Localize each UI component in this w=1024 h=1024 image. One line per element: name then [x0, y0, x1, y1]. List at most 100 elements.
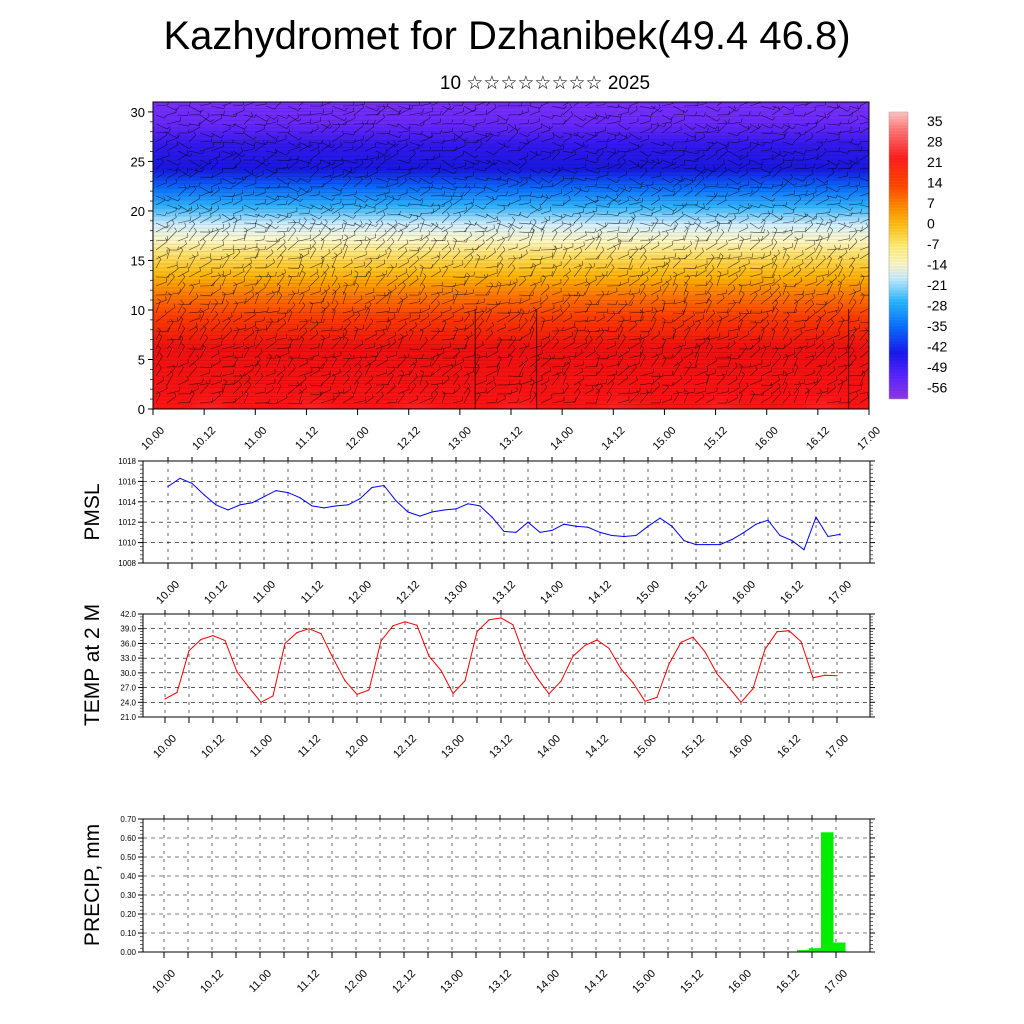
- wind-barb: [331, 310, 336, 323]
- wind-barb-flag: [586, 281, 590, 285]
- wind-barb-flag: [766, 311, 769, 316]
- wind-barb: [705, 168, 715, 173]
- wind-barb: [221, 195, 234, 198]
- wind-barb: [716, 311, 728, 314]
- wind-barb-flag: [383, 259, 386, 264]
- wind-barb-flag: [286, 212, 289, 217]
- wind-barb: [705, 123, 716, 130]
- wind-barb: [441, 322, 447, 332]
- wind-barb-flag: [672, 327, 677, 330]
- wind-barb-flag: [277, 283, 281, 287]
- wind-barb: [188, 287, 195, 296]
- wind-barb: [584, 213, 595, 224]
- wind-barb: [188, 150, 203, 155]
- wind-barb: [507, 222, 521, 229]
- wind-barb-flag: [805, 181, 807, 186]
- wind-barb: [628, 391, 640, 395]
- wind-barb: [771, 204, 786, 207]
- wind-barb-flag: [601, 148, 605, 153]
- wind-barb-flag: [271, 290, 275, 295]
- wind-barb-flag: [405, 292, 408, 297]
- wind-barb: [408, 132, 422, 135]
- wind-barb: [452, 240, 467, 243]
- wind-barb-flag: [344, 107, 348, 112]
- wind-barb-flag: [549, 366, 552, 371]
- wind-barb: [683, 346, 696, 350]
- wind-barb: [188, 231, 197, 242]
- wind-barb: [551, 330, 560, 341]
- wind-barb: [430, 141, 444, 144]
- wind-barb: [166, 373, 174, 386]
- wind-barb: [650, 265, 665, 269]
- pmsl-data-point: [767, 519, 769, 521]
- wind-barb-flag: [594, 228, 597, 233]
- wind-barb: [716, 141, 727, 147]
- contour-line: [153, 307, 869, 309]
- wind-barb-flag: [721, 228, 725, 233]
- wind-barb: [243, 289, 254, 296]
- contour-line: [153, 139, 869, 141]
- wind-barb-flag: [658, 195, 660, 200]
- wind-barb: [331, 227, 343, 233]
- wind-barb-flag: [673, 207, 677, 212]
- wind-barb-flag: [220, 138, 223, 143]
- wind-barb-flag: [242, 102, 244, 106]
- wind-barb: [617, 123, 628, 130]
- wind-barb-flag: [195, 325, 199, 330]
- wind-barb: [188, 171, 198, 179]
- wind-barb: [529, 328, 535, 341]
- wind-barb-flag: [691, 178, 694, 183]
- wind-barb-flag: [813, 247, 816, 252]
- wind-barb: [320, 123, 330, 129]
- wind-barb-flag: [255, 326, 259, 330]
- pmsl-data-point: [215, 504, 217, 506]
- wind-barb-flag: [683, 150, 685, 155]
- wind-barb: [199, 210, 212, 215]
- wind-barb: [243, 348, 249, 359]
- wind-barb: [529, 249, 540, 251]
- wind-barb-flag: [455, 373, 459, 377]
- wind-barb: [210, 391, 223, 395]
- wind-barb-flag: [187, 376, 189, 381]
- wind-barb-flag: [344, 234, 348, 238]
- wind-barb: [276, 150, 287, 156]
- wind-barb: [375, 310, 390, 314]
- wind-barb: [771, 150, 785, 158]
- wind-barb-flag: [749, 205, 753, 210]
- wind-barb: [298, 372, 313, 377]
- wind-barb-flag: [493, 376, 495, 381]
- wind-barb: [815, 198, 829, 206]
- wind-barb-flag: [852, 256, 855, 261]
- wind-barb-flag: [784, 229, 787, 234]
- wind-barb-flag: [199, 110, 202, 115]
- y-tick-label: 5: [138, 352, 145, 367]
- wind-barb: [221, 320, 231, 332]
- wind-barb: [573, 294, 581, 305]
- wind-barb-flag: [255, 291, 259, 295]
- wind-barb: [683, 132, 694, 138]
- wind-barb-flag: [373, 294, 375, 299]
- pmsl-data-point: [371, 486, 373, 489]
- wind-barb: [309, 354, 319, 359]
- wind-barb-flag: [640, 143, 644, 148]
- wind-barb-flag: [392, 195, 395, 200]
- wind-barb: [815, 128, 826, 134]
- wind-barb-flag: [629, 255, 633, 259]
- wind-barb: [617, 137, 628, 143]
- wind-barb: [254, 114, 267, 122]
- wind-barb-flag: [870, 291, 871, 295]
- wind-barb-flag: [728, 118, 730, 123]
- wind-barb: [155, 300, 161, 314]
- wind-barb: [232, 193, 243, 197]
- wind-barb-flag: [240, 313, 243, 318]
- wind-barb: [562, 401, 576, 404]
- wind-barb-flag: [711, 319, 714, 323]
- wind-barb: [661, 244, 673, 251]
- wind-barb: [232, 248, 246, 251]
- wind-barb-flag: [715, 149, 718, 154]
- wind-barb-flag: [763, 253, 765, 258]
- wind-barb: [584, 185, 596, 188]
- wind-barb-flag: [192, 220, 195, 225]
- wind-barb: [661, 186, 673, 192]
- wind-barb-flag: [747, 203, 750, 208]
